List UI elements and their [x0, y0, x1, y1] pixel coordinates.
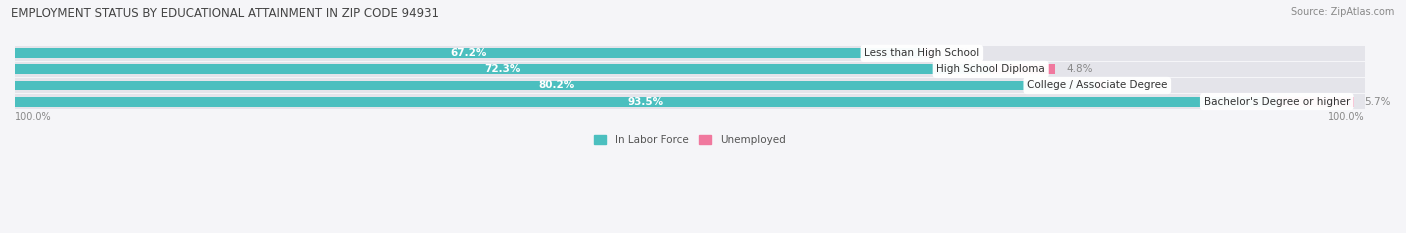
Bar — [922, 48, 932, 58]
Text: 80.2%: 80.2% — [538, 80, 574, 90]
Bar — [15, 81, 1097, 90]
Bar — [15, 94, 1364, 109]
Bar — [1277, 96, 1354, 106]
Text: 4.8%: 4.8% — [1066, 65, 1092, 74]
Text: High School Diploma: High School Diploma — [936, 65, 1045, 74]
Text: Less than High School: Less than High School — [865, 48, 980, 58]
Text: 5.7%: 5.7% — [1364, 96, 1391, 106]
Bar — [15, 48, 922, 58]
Text: 67.2%: 67.2% — [450, 48, 486, 58]
Bar — [15, 96, 1277, 106]
Bar — [15, 46, 1364, 61]
Text: 72.3%: 72.3% — [485, 65, 522, 74]
Bar — [991, 65, 1056, 74]
Text: Source: ZipAtlas.com: Source: ZipAtlas.com — [1291, 7, 1395, 17]
Bar — [1097, 81, 1105, 90]
Legend: In Labor Force, Unemployed: In Labor Force, Unemployed — [589, 131, 790, 150]
Text: College / Associate Degree: College / Associate Degree — [1028, 80, 1167, 90]
Text: 93.5%: 93.5% — [628, 96, 664, 106]
Text: Bachelor's Degree or higher: Bachelor's Degree or higher — [1204, 96, 1350, 106]
Bar — [15, 62, 1364, 77]
Text: 100.0%: 100.0% — [1327, 112, 1364, 122]
Text: 0.6%: 0.6% — [1116, 80, 1143, 90]
Text: 100.0%: 100.0% — [15, 112, 52, 122]
Bar — [15, 65, 991, 74]
Bar — [15, 78, 1364, 93]
Text: EMPLOYMENT STATUS BY EDUCATIONAL ATTAINMENT IN ZIP CODE 94931: EMPLOYMENT STATUS BY EDUCATIONAL ATTAINM… — [11, 7, 439, 20]
Text: 0.8%: 0.8% — [943, 48, 970, 58]
